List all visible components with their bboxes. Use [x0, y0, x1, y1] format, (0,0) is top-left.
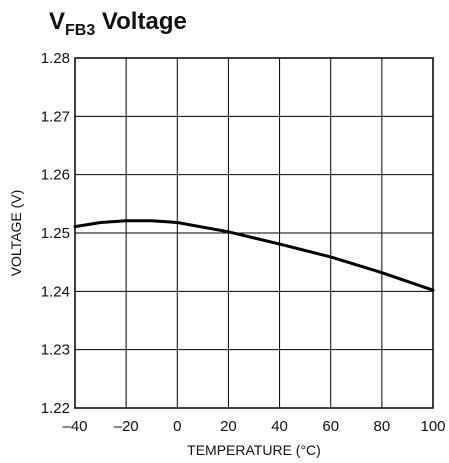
- x-tick-label: 60: [322, 418, 339, 435]
- grid: [74, 57, 434, 409]
- title-main: V: [49, 8, 65, 35]
- y-tick-label: 1.25: [41, 225, 70, 242]
- title-rest: Voltage: [95, 8, 187, 35]
- x-tick-label: 40: [271, 418, 288, 435]
- x-axis-label: TEMPERATURE (°C): [187, 442, 321, 458]
- x-tick-label: –20: [114, 418, 139, 435]
- series-line: [73, 219, 435, 292]
- x-tick-label: 100: [420, 418, 445, 435]
- y-tick-label: 1.27: [41, 108, 70, 125]
- y-axis-label: VOLTAGE (V): [8, 190, 24, 277]
- series-layer: [73, 219, 435, 292]
- tick-labels: –40 –20 0 20 40 60 80 100 1.22 1.23 1.24 1.25 1.26 1.…: [41, 50, 446, 435]
- plot-frame: [74, 57, 434, 409]
- x-tick-label: 0: [173, 418, 181, 435]
- y-tick-label: 1.22: [41, 400, 70, 417]
- title-subscript: FB3: [65, 22, 95, 39]
- y-tick-label: 1.26: [41, 167, 70, 184]
- y-tick-label: 1.24: [41, 283, 70, 300]
- x-tick-label: 80: [374, 418, 391, 435]
- y-tick-label: 1.23: [41, 342, 70, 359]
- chart-title: VFB3 Voltage: [49, 8, 187, 39]
- x-tick-label: 20: [220, 418, 237, 435]
- x-tick-label: –40: [62, 418, 87, 435]
- y-tick-label: 1.28: [41, 50, 70, 67]
